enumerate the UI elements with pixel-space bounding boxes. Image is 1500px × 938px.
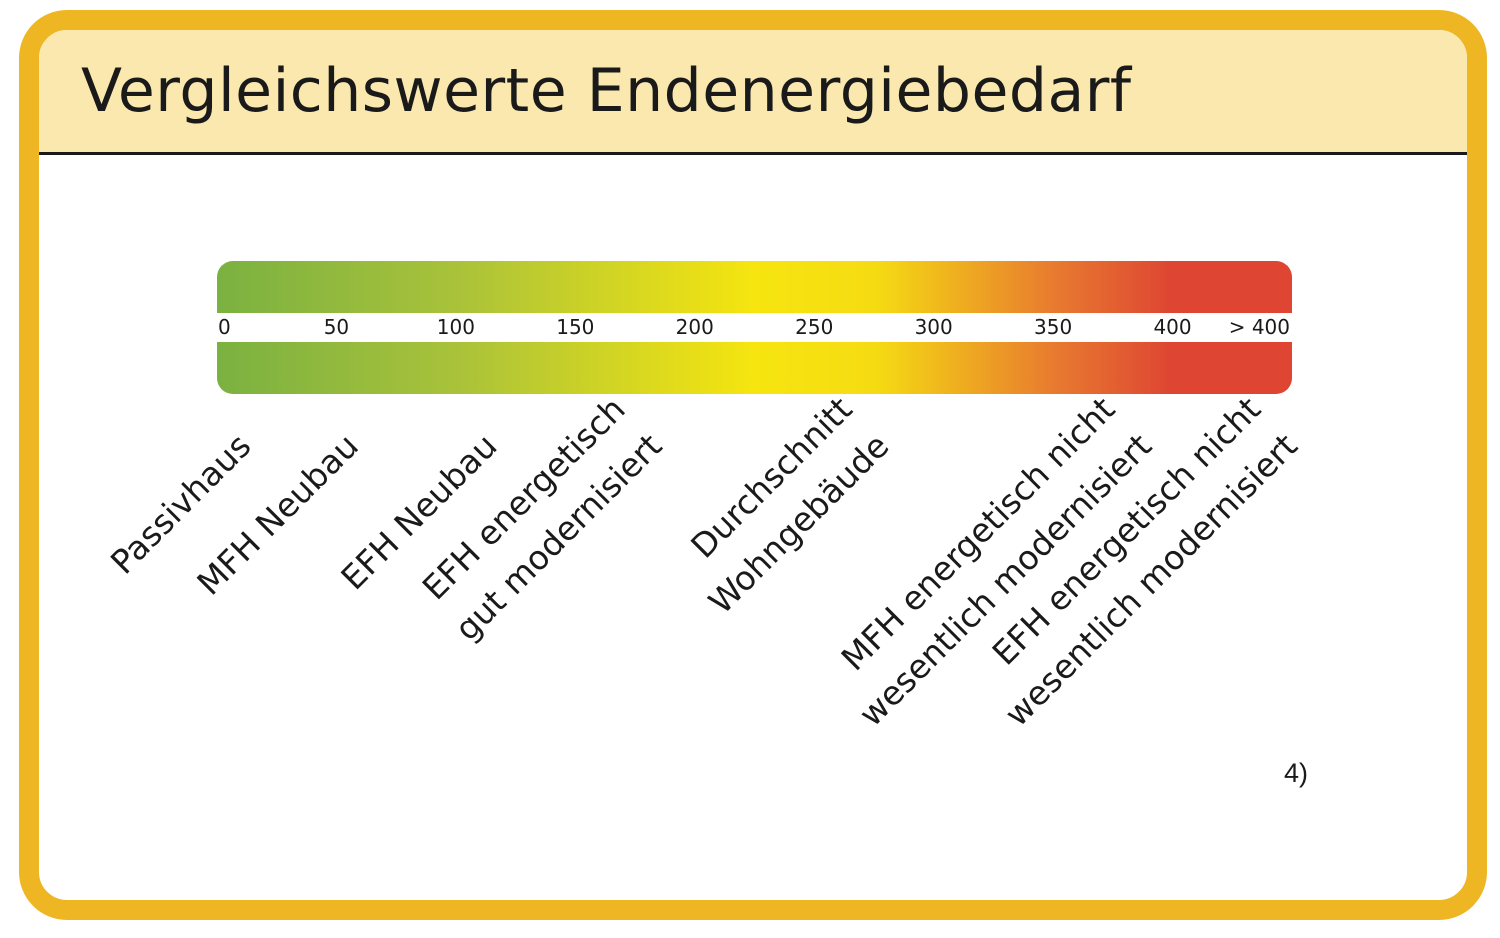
tick-labels: 0 50 100 150 200 250 300 350 400 > 400 (218, 315, 1290, 339)
tick-label: 150 (556, 315, 594, 339)
tick-label: 200 (676, 315, 714, 339)
tick-label: 350 (1034, 315, 1072, 339)
tick-label: 50 (324, 315, 349, 339)
tick-label: 250 (795, 315, 833, 339)
scale-bar (217, 261, 1292, 394)
tick-label: 300 (915, 315, 953, 339)
footnote: 4) (1284, 758, 1309, 788)
tick-label: 400 (1153, 315, 1191, 339)
page-title: Vergleichswerte Endenergiebedarf (81, 56, 1132, 126)
tick-label: 0 (218, 315, 231, 339)
scale-band-bottom (217, 342, 1292, 394)
card-frame: Vergleichswerte Endenergiebedarf 4) (19, 10, 1487, 920)
tick-label: 100 (437, 315, 475, 339)
header-band: Vergleichswerte Endenergiebedarf (39, 30, 1467, 155)
tick-strip (217, 313, 1292, 342)
tick-label: > 400 (1229, 315, 1290, 339)
scale-band-top (217, 261, 1292, 313)
category-label: wesentlich modernisiert (851, 426, 1159, 734)
